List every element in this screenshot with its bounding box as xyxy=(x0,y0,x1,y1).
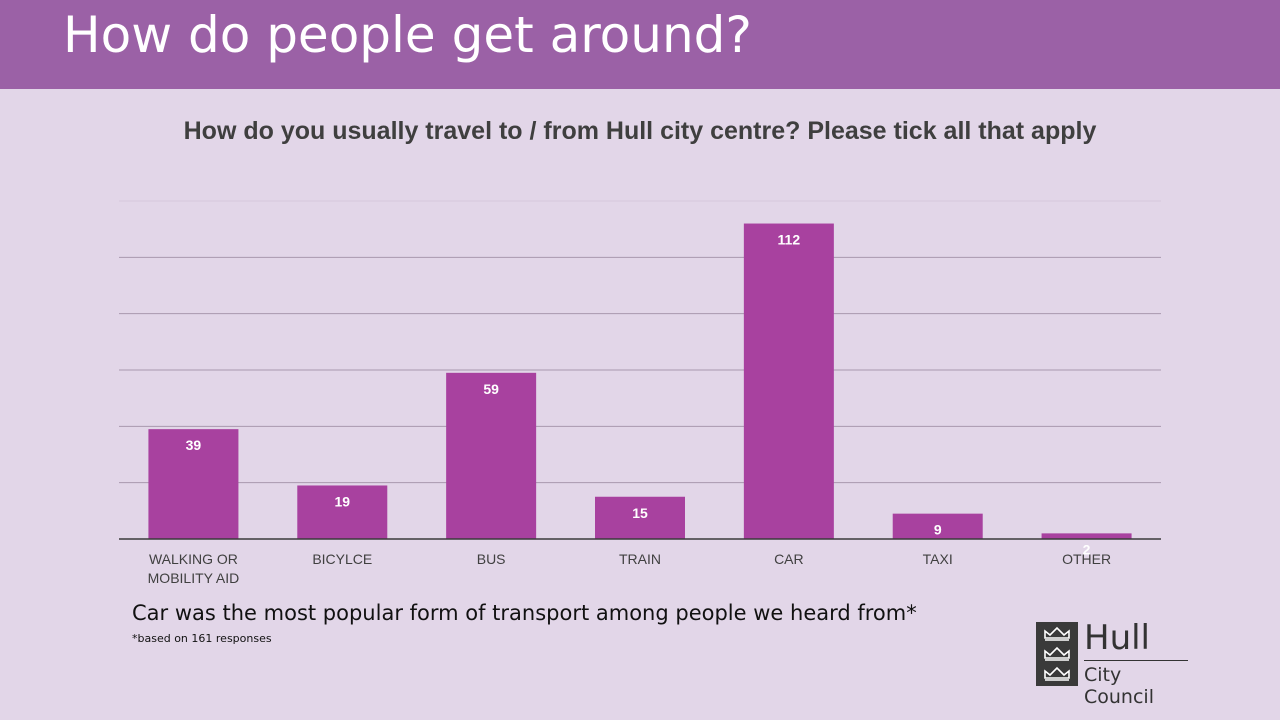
summary-note: Car was the most popular form of transpo… xyxy=(132,601,917,625)
bar-bus xyxy=(446,372,537,539)
chart-data-labels: 39 19 59 15 112 9 2 xyxy=(186,232,1091,558)
bar-train xyxy=(595,496,685,539)
data-label: 19 xyxy=(334,493,350,509)
logo-name: Hull xyxy=(1084,618,1151,658)
chart-category-labels: WALKING OR MOBILITY AID BICYLCE BUS TRAIN CAR… xyxy=(148,551,1111,586)
data-label: 9 xyxy=(934,522,942,538)
category-label: BUS xyxy=(477,551,506,567)
bar-bicylce xyxy=(297,485,388,539)
data-label: 112 xyxy=(778,232,801,248)
hull-city-council-logo: Hull City Council xyxy=(1036,618,1196,708)
data-label: 2 xyxy=(1083,541,1091,557)
data-label: 59 xyxy=(483,381,499,397)
data-label: 15 xyxy=(632,505,648,521)
footnote: *based on 161 responses xyxy=(132,632,272,645)
bar-walking-or-mobility-aid xyxy=(148,429,239,539)
category-label: OTHER xyxy=(1062,551,1111,567)
chart-gridlines xyxy=(119,200,1161,484)
data-label: 39 xyxy=(186,437,202,453)
bar-other xyxy=(1041,533,1132,539)
chart-title: How do you usually travel to / from Hull… xyxy=(183,117,1097,145)
chart-bars xyxy=(148,223,1132,540)
title-banner: How do people get around? xyxy=(0,0,1280,89)
slide-heading: How do people get around? xyxy=(63,6,752,64)
three-crowns-icon xyxy=(1036,622,1078,686)
category-label: WALKING OR MOBILITY AID xyxy=(148,551,240,586)
category-label: TRAIN xyxy=(619,551,661,567)
category-label: TAXI xyxy=(923,551,953,567)
category-label: CAR xyxy=(774,551,804,567)
logo-divider xyxy=(1084,660,1188,661)
logo-subtitle: City Council xyxy=(1084,664,1154,708)
bar-taxi xyxy=(892,513,983,539)
bar-car xyxy=(743,223,834,540)
category-label: BICYLCE xyxy=(312,551,372,567)
